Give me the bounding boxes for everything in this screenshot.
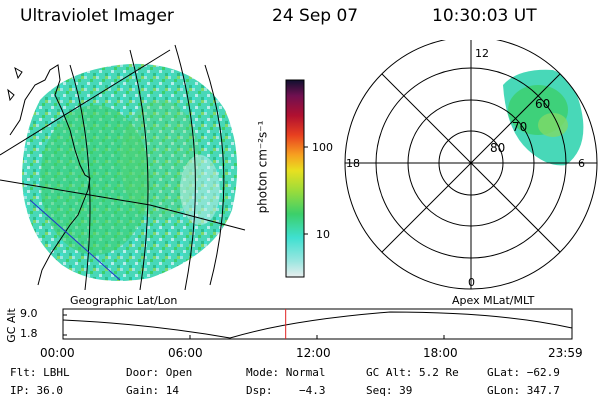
timeline-xtick-0600: 06:00 — [168, 346, 203, 360]
status-glat: GLat: −62.9 — [487, 366, 560, 379]
coastline — [9, 64, 91, 286]
status-gc-alt: GC Alt: 5.2 Re — [366, 366, 459, 379]
status-mode: Mode: Normal — [246, 366, 326, 379]
polar-mlt-plot — [344, 40, 598, 290]
mlt-label-12: 12 — [475, 47, 489, 60]
apex-label: Apex MLat/MLT — [452, 294, 535, 307]
island-outline — [14, 66, 23, 80]
meridian-line — [69, 64, 91, 290]
status-seq: Seq: 39 — [366, 384, 413, 397]
timeline-axis-label: GC Alt — [4, 308, 18, 343]
aurora-blob — [22, 63, 238, 282]
color-scale-bar — [285, 79, 308, 278]
app-title: Ultraviolet Imager — [20, 6, 174, 26]
mlt-label-6: 6 — [578, 157, 585, 170]
terminator-line — [29, 199, 121, 281]
timeline-frame — [62, 308, 573, 340]
meridian-line — [174, 44, 196, 290]
lat-label-80: 80 — [490, 141, 506, 155]
date-label: 24 Sep 07 — [272, 6, 359, 26]
timeline-xtick-0000: 00:00 — [40, 346, 75, 360]
parallel-line — [0, 179, 246, 231]
timeline-xtick-1800: 18:00 — [423, 346, 458, 360]
mlt-label-18: 18 — [346, 157, 360, 170]
lat-label-70: 70 — [512, 120, 528, 134]
time-label: 10:30:03 UT — [432, 6, 537, 26]
meridian-line — [129, 49, 149, 290]
lat-label-60: 60 — [535, 97, 551, 111]
timeline-ytick-top: 9.0 — [20, 307, 38, 320]
altitude-curve — [62, 311, 573, 339]
status-door: Door: Open — [126, 366, 193, 379]
polar-axis-diagonal — [381, 73, 561, 253]
status-ip: IP: 36.0 — [10, 384, 63, 397]
timeline-xtick-1200: 12:00 — [296, 346, 331, 360]
status-filter: Flt: LBHL — [10, 366, 70, 379]
colorbar-tick-100: 100 — [312, 141, 333, 154]
timeline-xtick-2359: 23:59 — [548, 346, 583, 360]
timeline-ytick-bottom: 1.8 — [20, 327, 38, 340]
meridian-line — [204, 64, 225, 286]
colorbar-tick-10: 10 — [316, 228, 330, 241]
auroral-image-geographic — [0, 44, 246, 290]
geographic-label: Geographic Lat/Lon — [70, 294, 178, 307]
altitude-timeline — [62, 308, 573, 340]
colorbar-unit-label: photon cm⁻²s⁻¹ — [255, 120, 270, 214]
mlt-label-0: 0 — [468, 276, 475, 289]
status-glon: GLon: 347.7 — [487, 384, 560, 397]
status-gain: Gain: 14 — [126, 384, 179, 397]
status-dsp: Dsp: −4.3 — [246, 384, 326, 397]
island-outline — [7, 88, 15, 102]
parallel-line — [0, 49, 171, 156]
